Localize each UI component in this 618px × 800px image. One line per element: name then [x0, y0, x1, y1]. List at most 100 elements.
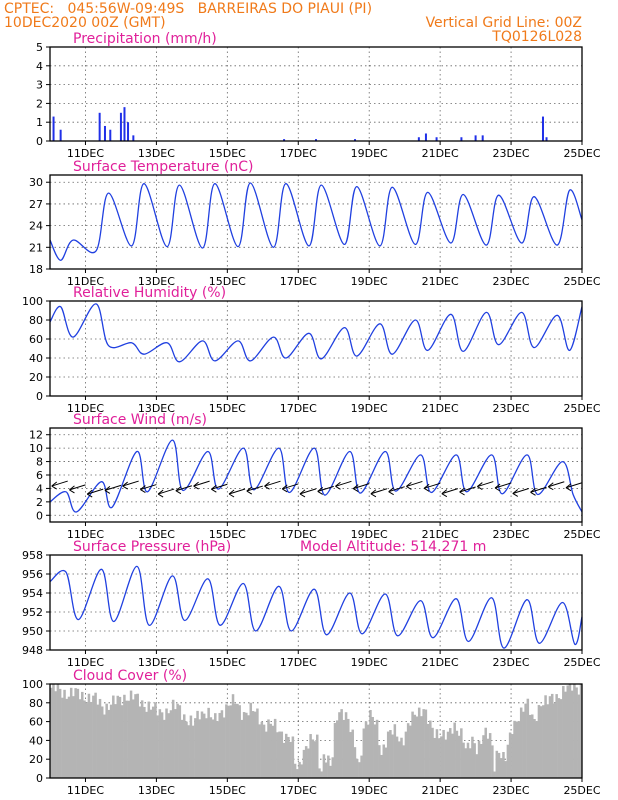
wind-ytick-label: 10 [29, 442, 43, 455]
cloud-bar [437, 738, 441, 778]
wind-vector-head [406, 482, 412, 490]
cloud-bar [426, 723, 430, 778]
wind-ytick-label: 12 [29, 429, 43, 442]
cloud-bar [331, 757, 335, 778]
cloud-bar [451, 733, 454, 778]
cloud-bar [519, 707, 523, 778]
cloud-bar [333, 722, 337, 778]
wind-vector [264, 480, 281, 487]
cloud-bar [340, 709, 343, 778]
cloud-bar [535, 721, 538, 778]
precip-xtick-label: 25DEC [563, 147, 600, 160]
cloud-ytick-label: 60 [29, 716, 43, 729]
cloud-bar [118, 696, 122, 778]
wind-frame [49, 427, 583, 523]
cloud-bar [278, 731, 281, 778]
cloud-bar [386, 731, 390, 778]
wind-vector [157, 488, 175, 495]
cloud-bar [132, 699, 135, 778]
cloud-bar [378, 745, 381, 778]
cloud-bar [61, 697, 64, 778]
wind-vector [51, 480, 68, 487]
cloud-bar [482, 735, 485, 778]
cloud-bar [74, 688, 77, 778]
cloud-bar [100, 706, 104, 778]
cloud-bar [112, 695, 115, 778]
temp-ytick-label: 30 [29, 176, 43, 189]
cloud-bar [528, 714, 532, 778]
cloud-xtick-label: 21DEC [422, 784, 459, 797]
precip-bar [424, 133, 427, 141]
cloud-bar [229, 705, 233, 778]
precip-bar [283, 139, 286, 141]
cloud-bar [369, 709, 372, 778]
wind-vector [459, 486, 476, 493]
cloud-bar [125, 700, 128, 778]
cloud-bar [480, 744, 483, 778]
cloud-bar [453, 722, 456, 778]
cloud-bar [515, 721, 519, 778]
precip-bar [315, 139, 317, 141]
wind-vector [193, 480, 210, 487]
cloud-bar [253, 711, 257, 778]
wind-vector-head [211, 484, 217, 493]
cloud-bar [302, 749, 306, 778]
pres-subtitle: Model Altitude: 514.271 m [300, 539, 486, 555]
cloud-bar [149, 709, 153, 778]
cloud-bar [138, 706, 142, 778]
pres-ytick-label: 958 [22, 549, 43, 562]
cloud-bar [360, 755, 363, 778]
cloud-ytick-label: 0 [36, 772, 43, 785]
wind-vector [565, 482, 583, 489]
cloud-xtick-label: 25DEC [563, 784, 600, 797]
wind-vector [140, 484, 157, 491]
pres-line [49, 565, 583, 649]
cloud-bar [424, 709, 428, 778]
cloud-bar [140, 700, 144, 778]
wind-vector [353, 483, 370, 490]
cloud-bar [178, 705, 182, 778]
cloud-bar [320, 771, 323, 778]
cloud-bar [236, 703, 239, 778]
precip-frame [49, 46, 583, 142]
precip-bar [59, 129, 62, 141]
cloud-bar [575, 687, 578, 778]
cloud-bar [52, 684, 55, 778]
wind-ytick-label: 6 [36, 469, 43, 482]
cloud-bar [338, 712, 341, 778]
pres-ytick-label: 950 [22, 625, 43, 638]
precip-ytick-label: 4 [36, 60, 43, 73]
cloud-bar [309, 734, 312, 778]
cloud-bar [495, 750, 499, 778]
cloud-bar [577, 694, 581, 778]
cloud-bar [539, 706, 543, 778]
precip-ytick-label: 5 [36, 41, 43, 54]
cloud-bar [351, 729, 354, 778]
precip-bar [109, 129, 112, 141]
cloud-bar [65, 698, 69, 778]
wind-vector-head [530, 487, 536, 496]
precip-xtick-label: 11DEC [67, 147, 104, 160]
wind-vector [69, 484, 86, 491]
cloud-bar [446, 731, 450, 778]
cloud-bar [526, 698, 530, 778]
cloud-bar [484, 727, 487, 778]
wind-vector [494, 482, 512, 489]
cloud-bar [413, 714, 417, 778]
pres-xtick-label: 19DEC [351, 656, 388, 669]
cloud-bar [245, 712, 248, 778]
cloud-bar [280, 731, 284, 778]
precip-bar [474, 135, 477, 141]
wind-vector-head [104, 486, 111, 494]
cloud-bar [409, 725, 412, 778]
wind-vector [530, 486, 547, 493]
cloud-bar [493, 771, 496, 778]
temp-title: Surface Temperature (nC) [73, 159, 254, 175]
wind-vector-head [122, 481, 128, 490]
rh-xtick-label: 21DEC [422, 402, 459, 415]
cloud-ytick-label: 100 [22, 678, 43, 691]
cloud-bar [417, 707, 421, 778]
wind-vector [228, 488, 246, 495]
cloud-bar [355, 758, 359, 778]
